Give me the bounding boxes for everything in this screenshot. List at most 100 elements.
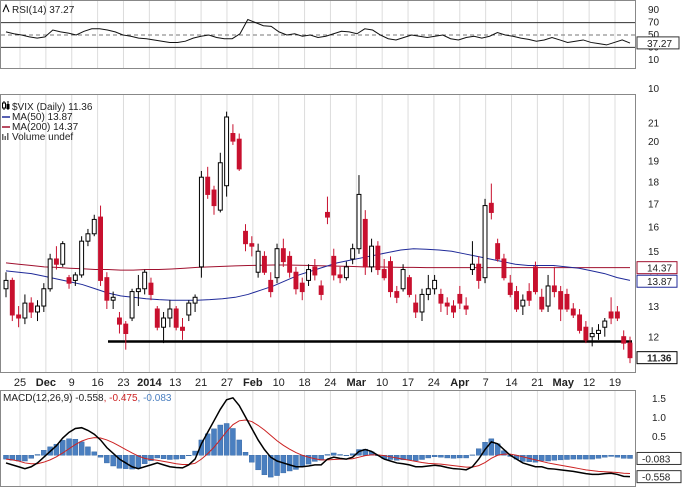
candlestick — [343, 261, 349, 281]
candle-body — [608, 311, 614, 319]
candle-body — [558, 291, 564, 310]
candlestick — [217, 152, 223, 213]
macd-histogram-bar — [261, 455, 268, 476]
macd-histogram-bar — [557, 455, 564, 461]
candle-body — [230, 133, 236, 142]
macd-histogram-bar — [129, 455, 135, 470]
macd-histogram-bar — [337, 454, 343, 456]
candle-body — [91, 218, 97, 235]
macd-tick-label: 0.5 — [652, 432, 666, 443]
macd-histogram-bar — [406, 455, 413, 461]
candle-body — [236, 138, 242, 170]
macd-histogram-bar — [539, 455, 545, 461]
macd-histogram-bar — [91, 451, 97, 456]
macd-histogram-bar — [41, 450, 47, 456]
candle-body — [9, 279, 15, 316]
candle-body — [425, 288, 431, 295]
candle-body — [381, 269, 387, 279]
candlestick — [495, 238, 501, 262]
candle-body — [47, 258, 53, 290]
candle-body — [369, 245, 375, 268]
candlestick — [35, 300, 40, 322]
candlestick — [331, 248, 337, 281]
candle-body — [495, 243, 501, 260]
candle-body — [148, 282, 154, 295]
candlestick — [621, 330, 627, 350]
candlestick — [186, 300, 192, 322]
candlestick — [117, 311, 122, 334]
candlestick — [614, 306, 620, 322]
macd-histogram-bar — [520, 455, 526, 462]
macd-histogram-bar — [72, 438, 79, 456]
candle-body — [539, 296, 545, 310]
x-tick-label: 17 — [402, 377, 414, 389]
candle-body — [596, 329, 601, 335]
candlestick — [53, 246, 59, 270]
candlestick — [526, 283, 532, 307]
candle-body — [205, 176, 211, 195]
candle-body — [514, 291, 519, 310]
candle-body — [577, 314, 583, 331]
x-tick-label: 18 — [298, 377, 310, 389]
candlestick — [306, 264, 311, 286]
macd-histogram-bar — [223, 423, 230, 456]
macd-histogram-bar — [614, 455, 621, 458]
candlestick — [173, 306, 179, 331]
candlestick — [583, 321, 589, 344]
candlestick — [350, 243, 356, 265]
candle-body — [501, 258, 507, 279]
candlestick — [539, 288, 545, 312]
macd-line — [5, 396, 631, 478]
volume-legend-label: Volume undef — [12, 132, 73, 143]
candle-body — [261, 255, 267, 273]
macd-histogram-bar — [179, 455, 186, 459]
candle-body — [318, 285, 324, 295]
candle-body — [3, 279, 9, 290]
macd-histogram-bar — [167, 455, 173, 460]
candlestick — [507, 274, 513, 298]
candlestick — [627, 336, 633, 364]
candle-body — [306, 269, 311, 281]
candle-body — [337, 274, 343, 279]
candlestick — [3, 272, 9, 298]
candlestick — [192, 294, 198, 312]
candlestick — [205, 166, 211, 199]
price-tick-label: 12 — [648, 333, 660, 344]
candle-body — [564, 293, 570, 310]
candlestick — [98, 205, 103, 286]
candle-body — [173, 308, 179, 328]
candlestick — [545, 274, 551, 312]
candlestick — [167, 300, 173, 328]
candlestick — [451, 300, 456, 319]
candlestick — [482, 198, 488, 284]
macd-histogram-bar — [286, 455, 293, 472]
candlestick — [425, 274, 431, 301]
candle-body — [28, 302, 34, 313]
grid-lines — [19, 1, 616, 486]
macd-histogram-bar — [160, 455, 167, 459]
macd-histogram-bar — [343, 455, 350, 456]
candlestick — [198, 170, 204, 278]
price-tick-label: 13 — [648, 302, 660, 313]
candlestick — [388, 256, 393, 298]
price-series — [3, 111, 633, 364]
price-tick-label: 10 — [648, 84, 660, 95]
candlestick — [135, 274, 141, 307]
macd-histogram-bar — [85, 446, 91, 456]
candle-body — [117, 317, 122, 325]
macd-histogram-bar — [583, 455, 589, 460]
x-tick-label: 9 — [69, 377, 75, 389]
macd-value-box — [636, 470, 682, 484]
macd-histogram-bar — [154, 455, 160, 459]
macd-histogram-bar — [22, 455, 28, 462]
candlestick — [123, 321, 129, 350]
candle-body — [413, 302, 419, 313]
macd-histogram-bar — [249, 455, 255, 463]
macd-histogram-bar — [173, 455, 179, 460]
candle-body — [123, 323, 129, 335]
candle-body — [444, 302, 450, 307]
candlestick — [249, 236, 255, 257]
candle-body — [482, 205, 488, 279]
candle-body — [41, 288, 47, 307]
